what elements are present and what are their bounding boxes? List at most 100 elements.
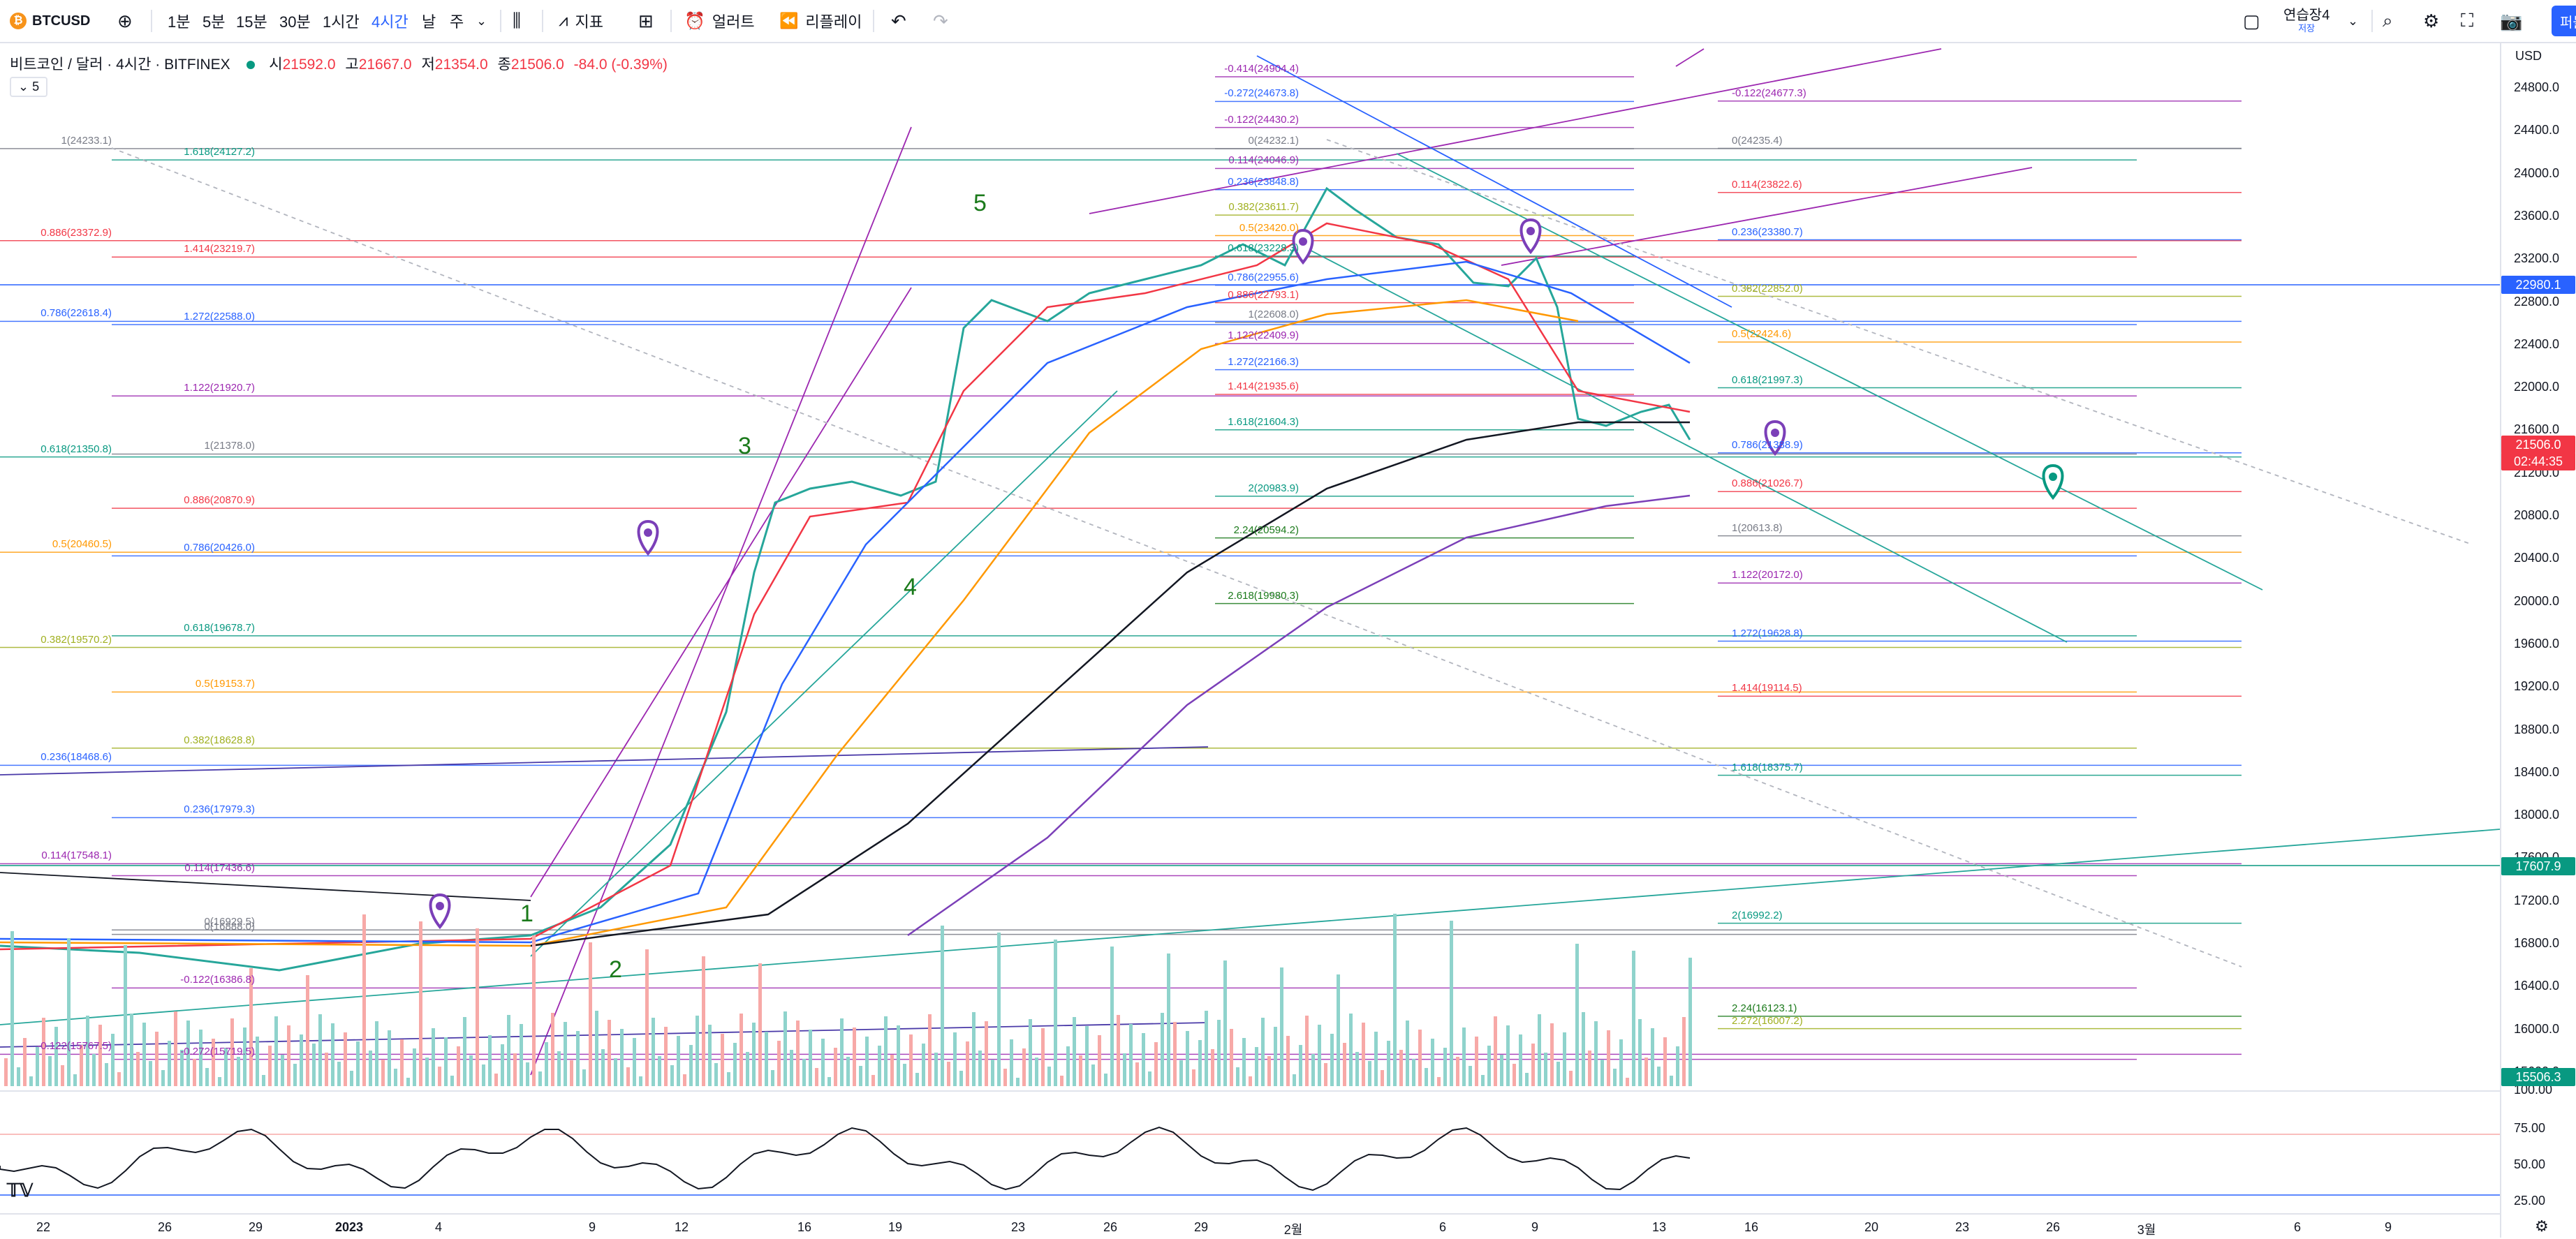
price-tick: 18800.0 <box>2514 722 2560 736</box>
volume-bar <box>865 1037 869 1086</box>
price-tag-top[interactable]: 22980.1 <box>2501 276 2575 294</box>
volume-bar <box>432 1028 435 1086</box>
volume-bar <box>17 1067 20 1086</box>
volume-bar <box>1381 1070 1384 1086</box>
layout-status: 저장 <box>2298 23 2316 34</box>
interval-15m[interactable]: 15분 <box>236 13 267 31</box>
oscillator-separator[interactable] <box>0 1090 2500 1092</box>
volume-bar <box>463 1017 466 1086</box>
time-axis[interactable] <box>0 1213 2500 1239</box>
axis-settings-gear-icon[interactable]: ⚙ <box>2535 1217 2549 1235</box>
interval-5m[interactable]: 5분 <box>203 13 226 31</box>
fib-mid1-label: 1.414(23219.7) <box>184 243 255 255</box>
volume-bar <box>1047 1067 1051 1086</box>
volume-bar <box>1676 1046 1679 1086</box>
chart-pane[interactable] <box>0 43 2500 1238</box>
volume-bar <box>708 1025 712 1086</box>
volume-bar <box>1255 1047 1258 1086</box>
time-tick: 4 <box>434 1220 443 1234</box>
layout-name-button[interactable]: 연습장4 저장 <box>2283 0 2330 42</box>
volume-bar <box>350 1071 353 1086</box>
camera-icon[interactable]: 📷 <box>2500 10 2523 31</box>
redo-icon[interactable]: ↷ <box>933 10 948 31</box>
interval-1m[interactable]: 1분 <box>168 13 191 31</box>
volume-bar <box>645 949 649 1086</box>
moving-average-line <box>0 260 1691 944</box>
search-icon[interactable]: ⌕ <box>2383 10 2393 31</box>
volume-bar <box>677 1036 680 1086</box>
fib-mid1-label: -0.272(15719.5) <box>180 1045 255 1058</box>
gear-icon[interactable]: ⚙ <box>2423 10 2440 31</box>
volume-bar <box>1010 1039 1013 1086</box>
volume-bar <box>98 1025 102 1086</box>
fib-left-label: 0.5(20460.5) <box>52 538 112 551</box>
volume-bar <box>846 1057 850 1086</box>
layout-square-icon[interactable]: ▢ <box>2243 10 2260 31</box>
interval-dropdown-icon[interactable]: ⌄ <box>476 13 487 28</box>
volume-bar <box>1494 1016 1497 1086</box>
volume-bar <box>532 935 536 1086</box>
wave-label: 5 <box>973 190 987 216</box>
volume-bar <box>959 1071 963 1086</box>
fib-right-label: 0.618(21997.3) <box>1732 373 1803 386</box>
volume-bar <box>306 975 309 1086</box>
interval-30m[interactable]: 30분 <box>279 13 311 31</box>
volume-bar <box>193 1059 196 1086</box>
price-scale[interactable]: USD <box>2500 43 2576 1238</box>
trend-line <box>0 746 1209 776</box>
volume-bar <box>922 1044 925 1086</box>
interval-1h[interactable]: 1시간 <box>323 13 360 31</box>
volume-bar <box>513 1053 517 1086</box>
volume-bar <box>1211 1049 1214 1086</box>
volume-bar <box>186 1021 190 1086</box>
interval-day[interactable]: 날 <box>422 13 436 31</box>
interval-4h[interactable]: 4시간 <box>371 13 409 31</box>
fib-mid2-label: 2(20983.9) <box>1248 482 1299 494</box>
time-tick: 9 <box>588 1220 596 1234</box>
fullscreen-icon[interactable]: ⛶ <box>2461 10 2474 31</box>
volume-bar <box>155 1032 159 1086</box>
compare-add-icon[interactable]: ⊕ <box>117 10 133 31</box>
alert-button[interactable]: ⏰ 얼러트 <box>684 0 755 42</box>
volume-bar <box>934 1053 938 1086</box>
indicators-button[interactable]: ⩘ 지표 <box>559 0 603 42</box>
symbol-search-button[interactable]: ₿ BTCUSD <box>10 0 90 42</box>
volume-bar <box>733 1043 737 1086</box>
interval-week[interactable]: 주 <box>450 13 464 31</box>
chevron-down-icon: ⌄ <box>18 80 33 94</box>
volume-bar <box>1475 1037 1478 1086</box>
undo-icon[interactable]: ↶ <box>891 10 906 31</box>
volume-bar <box>36 1047 39 1086</box>
volume-bar <box>1286 1036 1290 1086</box>
fib-left-label: 0.114(17548.1) <box>41 850 112 862</box>
volume-bar <box>878 1046 881 1086</box>
price-tag-mid[interactable]: 17607.9 <box>2501 857 2575 875</box>
volume-bar <box>953 1032 957 1086</box>
high-value: 21667.0 <box>358 57 412 73</box>
candle-type-icon[interactable]: ⫼ <box>513 10 521 31</box>
price-tag-bottom[interactable]: 15506.3 <box>2501 1068 2575 1086</box>
osc-tick: 50.00 <box>2514 1157 2546 1171</box>
publish-button[interactable]: 퍼블 <box>2552 6 2576 36</box>
location-marker-dot <box>644 528 652 537</box>
fib-right-label: 0.5(22424.6) <box>1732 328 1792 341</box>
volume-bar <box>124 945 127 1086</box>
price-series <box>0 186 1691 972</box>
volume-bar <box>884 1016 888 1086</box>
trend-line <box>530 287 912 898</box>
layout-dropdown-icon[interactable]: ⌄ <box>2348 13 2359 28</box>
volume-bar <box>1299 1045 1302 1086</box>
volume-bar <box>375 1021 378 1086</box>
layouts-grid-icon[interactable]: ⊞ <box>638 10 654 31</box>
volume-bar <box>1393 914 1397 1086</box>
legend-collapse-button[interactable]: ⌄ 5 <box>10 77 48 97</box>
volume-bar <box>1016 1078 1020 1086</box>
fib-mid2-label: 0.114(24046.9) <box>1228 154 1299 167</box>
volume-bar <box>991 1060 994 1086</box>
price-tag-countdown[interactable]: 02:44:35 <box>2501 452 2575 470</box>
price-tag-last[interactable]: 21506.0 <box>2501 436 2575 454</box>
replay-button[interactable]: ⏪ 리플레이 <box>779 0 862 42</box>
replay-icon: ⏪ <box>779 12 799 29</box>
fib-mid1-label: 0.886(20870.9) <box>184 494 255 507</box>
volume-bar <box>1632 951 1635 1086</box>
